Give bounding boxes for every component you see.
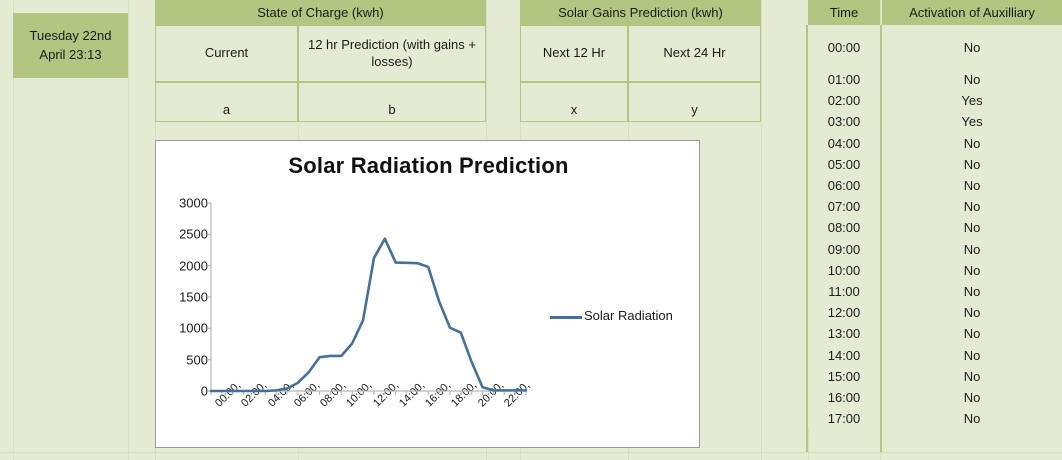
time-cell: 04:00	[808, 132, 880, 154]
gridline	[761, 0, 762, 460]
y-tick-label: 2500	[179, 226, 208, 242]
solar-radiation-chart[interactable]: Solar Radiation Prediction 0 500 1000 1500 2…	[155, 140, 700, 448]
activation-cell: No	[882, 217, 1062, 239]
state-of-charge-value-prediction[interactable]: b	[298, 82, 486, 122]
activation-cell: No	[882, 238, 1062, 260]
time-cell: 13:00	[808, 323, 880, 345]
legend-label-solar-radiation: Solar Radiation	[584, 308, 673, 323]
solar-gains-title: Solar Gains Prediction (kwh)	[520, 0, 761, 25]
datestamp-line1: Tuesday 22nd	[29, 27, 112, 43]
time-cell: 07:00	[808, 196, 880, 218]
solar-gains-col-next12: Next 12 Hr	[520, 25, 628, 82]
chart-y-axis-labels: 0 500 1000 1500 2000 2500 3000	[156, 141, 208, 449]
time-cell: 12:00	[808, 302, 880, 324]
activation-cell: No	[882, 365, 1062, 387]
time-cell: 10:00	[808, 259, 880, 281]
chart-plot-area	[207, 202, 528, 395]
y-tick-label: 3000	[179, 195, 208, 211]
time-cell: 11:00	[808, 281, 880, 303]
activation-cell: No	[882, 387, 1062, 409]
time-cell: 09:00	[808, 238, 880, 260]
datestamp-line2: April 23:13	[39, 46, 102, 62]
activation-cell: No	[882, 281, 1062, 303]
time-table-header-time: Time	[808, 0, 880, 25]
activation-cell: No	[882, 153, 1062, 175]
state-of-charge-value-current[interactable]: a	[155, 82, 298, 122]
y-tick-label: 0	[200, 383, 208, 399]
chart-series-solar-radiation	[209, 237, 528, 393]
time-cell: 14:00	[808, 344, 880, 366]
time-cell: 03:00	[808, 111, 880, 133]
gridline	[0, 452, 1062, 453]
activation-cell: No	[882, 69, 1062, 91]
state-of-charge-title: State of Charge (kwh)	[155, 0, 486, 25]
time-cell: 16:00	[808, 387, 880, 409]
y-tick-label: 1500	[179, 289, 208, 305]
time-cell: 06:00	[808, 175, 880, 197]
y-tick-label: 500	[186, 352, 208, 368]
activation-cell: No	[882, 175, 1062, 197]
solar-gains-col-next24: Next 24 Hr	[628, 25, 761, 82]
chart-title: Solar Radiation Prediction	[288, 153, 569, 178]
gridline	[128, 0, 129, 460]
solar-gains-value-next24[interactable]: y	[628, 82, 761, 122]
activation-cell: No	[882, 302, 1062, 324]
time-cell: 00:00	[808, 25, 880, 69]
time-cell: 02:00	[808, 90, 880, 112]
time-cell: 01:00	[808, 69, 880, 91]
activation-cell: No	[882, 259, 1062, 281]
activation-cell: No	[882, 196, 1062, 218]
activation-cell: Yes	[882, 111, 1062, 133]
legend-color-swatch	[550, 316, 582, 319]
activation-cell: No	[882, 344, 1062, 366]
time-cell: 05:00	[808, 153, 880, 175]
time-table-header-activation: Activation of Auxilliary	[882, 0, 1062, 25]
solar-gains-value-next12[interactable]: x	[520, 82, 628, 122]
state-of-charge-col-current: Current	[155, 25, 298, 82]
y-tick-label: 1000	[179, 320, 208, 336]
time-table-left-border	[806, 25, 808, 452]
time-cell: 08:00	[808, 217, 880, 239]
y-tick-label: 2000	[179, 258, 208, 274]
datestamp-block: Tuesday 22nd April 23:13	[13, 13, 128, 78]
time-cell: 15:00	[808, 365, 880, 387]
time-table-col-separator	[880, 25, 882, 452]
gridline	[13, 0, 14, 460]
activation-cell: No	[882, 25, 1062, 69]
state-of-charge-col-prediction: 12 hr Prediction (with gains + losses)	[298, 25, 486, 82]
activation-cell: Yes	[882, 90, 1062, 112]
activation-cell: No	[882, 408, 1062, 430]
activation-cell: No	[882, 323, 1062, 345]
activation-cell: No	[882, 132, 1062, 154]
time-cell: 17:00	[808, 408, 880, 430]
